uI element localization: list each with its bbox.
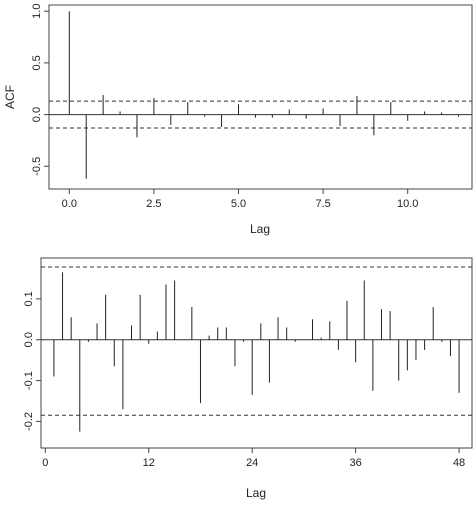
y-tick-label-bottom: 0.0 <box>23 332 35 347</box>
x-tick-label-top: 0.0 <box>62 198 77 210</box>
x-tick-label-bottom: 48 <box>453 457 465 469</box>
y-tick-label-top: 0.0 <box>31 107 43 122</box>
x-tick-label-top: 5.0 <box>231 198 246 210</box>
plot-frame-bottom <box>40 257 473 449</box>
x-tick-label-bottom: 24 <box>246 457 258 469</box>
y-tick-label-bottom: -0.2 <box>23 412 35 431</box>
x-tick-label-bottom: 0 <box>42 457 48 469</box>
x-axis-label-top: Lag <box>250 222 270 236</box>
y-tick-label-bottom: -0.1 <box>23 371 35 390</box>
x-tick-label-top: 2.5 <box>146 198 161 210</box>
x-tick-label-bottom: 36 <box>350 457 362 469</box>
x-axis-label-bottom: Lag <box>246 486 266 500</box>
y-tick-label-top: 0.5 <box>31 55 43 70</box>
y-tick-label-top: -0.5 <box>31 157 43 176</box>
x-tick-label-top: 7.5 <box>315 198 330 210</box>
x-tick-label-bottom: 12 <box>143 457 155 469</box>
acf-panel-bottom: Lag 0 12 24 36 48 -0.2 -0.1 0.0 0.1 <box>23 257 473 500</box>
y-tick-label-top: 1.0 <box>31 4 43 19</box>
y-axis-label-top: ACF <box>3 85 17 109</box>
plot-frame-top <box>48 4 473 190</box>
x-tick-label-top: 10.0 <box>397 198 418 210</box>
acf-panel-top: Lag ACF 0.0 2.5 5.0 7.5 10.0 -0.5 0.0 0.5 1.0 <box>3 4 473 236</box>
y-tick-label-bottom: 0.1 <box>23 291 35 306</box>
